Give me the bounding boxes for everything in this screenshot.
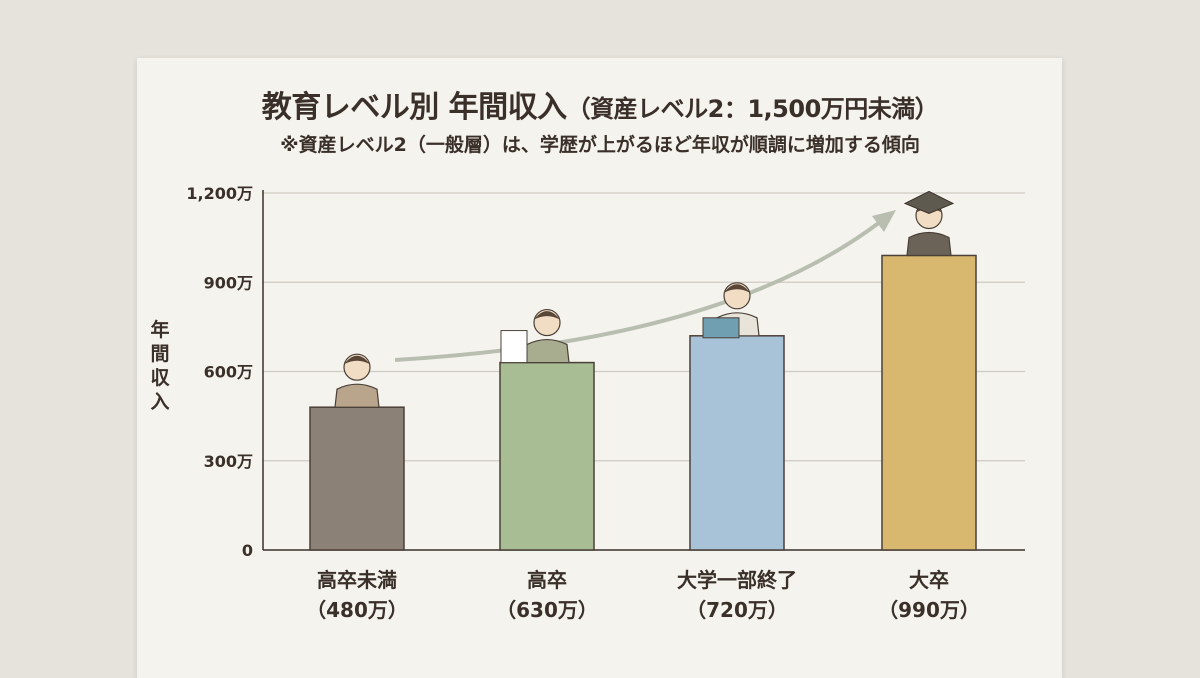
- graduation-cap-icon: [903, 190, 955, 215]
- bar-value-label: （990万）: [878, 598, 980, 622]
- trend-arrow-head: [872, 210, 896, 232]
- bar-3: [689, 335, 785, 551]
- book-icon: [702, 317, 740, 339]
- bar-value-label: （480万）: [306, 598, 408, 622]
- diploma-icon: [500, 330, 528, 364]
- bar-1: [309, 406, 405, 551]
- y-tick-label: 900万: [204, 273, 253, 292]
- trend-arrow: [394, 220, 882, 362]
- x-category-label: 高卒未満: [317, 568, 397, 592]
- bar-4: [881, 254, 977, 551]
- y-tick-label: 1,200万: [186, 184, 253, 203]
- bar-2: [499, 361, 595, 551]
- chart-subtitle: ※資産レベル2（一般層）は、学歴が上がるほど年収が順調に増加する傾向: [280, 134, 920, 156]
- chart-title: 教育レベル別 年間収入（資産レベル2：1,500万円未満）: [0, 82, 1200, 126]
- bar-value-label: （720万）: [686, 598, 788, 622]
- y-tick-label: 0: [242, 541, 253, 560]
- x-category-label: 大卒: [909, 568, 949, 592]
- y-axis-label: 年間収入: [150, 319, 170, 413]
- y-tick-label: 600万: [204, 363, 253, 382]
- person-illustration-body: [334, 383, 380, 408]
- person-hair: [344, 355, 370, 365]
- bar-value-label: （630万）: [496, 598, 598, 622]
- person-hair: [534, 311, 560, 320]
- person-illustration-body: [906, 231, 952, 257]
- person-illustration-body: [524, 338, 570, 364]
- x-category-label: 高卒: [527, 568, 567, 592]
- title-main: 教育レベル別 年間収入: [261, 90, 567, 125]
- person-hair: [724, 284, 750, 293]
- y-tick-label: 300万: [204, 452, 253, 471]
- title-note: （資産レベル2：1,500万円未満）: [566, 95, 939, 123]
- x-category-label: 大学一部終了: [677, 568, 797, 592]
